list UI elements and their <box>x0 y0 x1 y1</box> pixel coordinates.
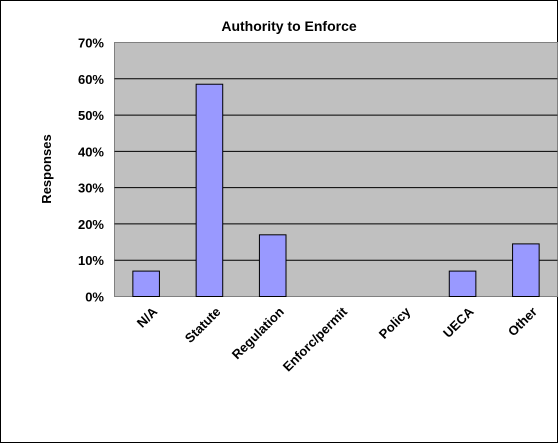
bars <box>132 83 540 298</box>
bar <box>195 83 224 297</box>
bar <box>512 243 540 297</box>
y-tick-label: 70% <box>78 36 104 51</box>
bar <box>132 270 160 298</box>
y-tick-label: 10% <box>78 253 104 268</box>
y-tick-label: 50% <box>78 108 104 123</box>
plot-area <box>114 42 558 297</box>
y-tick-label: 60% <box>78 72 104 87</box>
y-tick-label: 30% <box>78 181 104 196</box>
y-tick-label: 0% <box>85 290 104 305</box>
chart-title: Authority to Enforce <box>221 18 357 34</box>
y-tick-label: 20% <box>78 217 104 232</box>
gridlines <box>114 78 558 261</box>
bar <box>258 234 287 297</box>
y-tick-label: 40% <box>78 144 104 159</box>
bar <box>448 270 477 298</box>
y-tick-labels: 0% 10% 20% 30% 40% 50% 60% 70% <box>78 36 104 305</box>
y-axis-label: Responses <box>39 134 54 203</box>
